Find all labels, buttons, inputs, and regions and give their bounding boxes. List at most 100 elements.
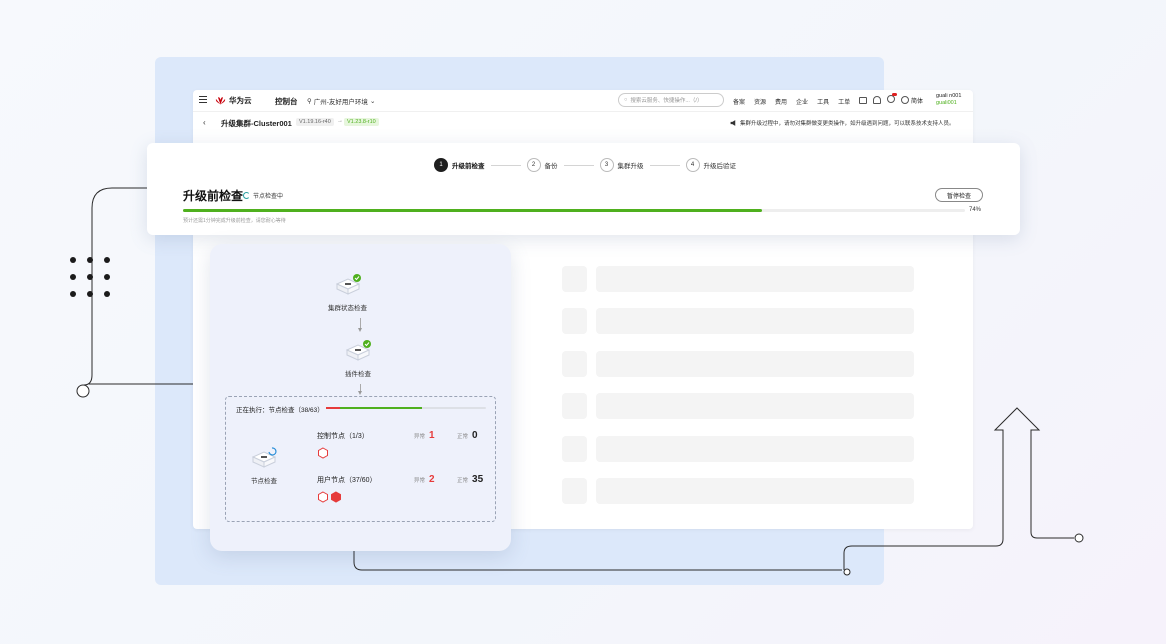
speaker-icon xyxy=(730,120,736,126)
stat-value: 1 xyxy=(429,430,435,441)
search-icon: ○ xyxy=(624,97,628,103)
step-label: 升级后验证 xyxy=(703,163,737,170)
stat-label: 正常 xyxy=(457,434,469,440)
skeleton-icon xyxy=(562,436,587,462)
message-icon[interactable] xyxy=(859,96,867,104)
user-abnormal-stat: 异常 2 xyxy=(414,474,435,485)
node-check-ok-segment xyxy=(340,407,422,409)
huawei-logo-icon xyxy=(215,97,226,105)
language-selector[interactable]: 简体 xyxy=(901,96,923,105)
hamburger-menu-icon[interactable] xyxy=(199,96,207,104)
flow-connector xyxy=(360,384,361,392)
stat-label: 正常 xyxy=(457,478,469,484)
user-name: guali n001 xyxy=(936,93,962,99)
progress-hint: 预计还需1分钟完成升级前检查，请您耐心等待 xyxy=(183,218,286,224)
skeleton-icon xyxy=(562,393,587,419)
skeleton-icon xyxy=(562,351,587,377)
decor-dot xyxy=(87,257,93,263)
step-backup[interactable]: 2 备份 xyxy=(526,158,558,172)
decor-dot xyxy=(87,274,93,280)
progress-bar xyxy=(183,209,965,212)
notification-bell-icon[interactable] xyxy=(873,96,881,104)
stat-label: 异常 xyxy=(414,478,426,484)
flow-arrow-icon xyxy=(358,328,362,332)
user-account[interactable]: guali n001 guali001 xyxy=(936,93,961,107)
target-version-tag: V1.23.8-r10 xyxy=(344,118,379,126)
user-node-title: 用户节点（37/60） xyxy=(317,477,377,484)
upgrade-notice: 集群升级过程中，请勿对集群做变更类操作，如升级遇到问题，可以联系技术支持人员。 xyxy=(730,119,955,127)
stat-value: 35 xyxy=(472,474,484,485)
executing-label: 正在执行：节点检查（38/63） xyxy=(236,407,324,414)
node-check-error-segment xyxy=(326,407,340,409)
decor-dot xyxy=(104,257,110,263)
sync-icon xyxy=(243,192,250,199)
user-sub-account: guali001 xyxy=(936,100,957,106)
nav-link-tools[interactable]: 工具 xyxy=(817,100,830,106)
step-post-verify[interactable]: 4 升级后验证 xyxy=(685,158,737,172)
help-icon-wrap[interactable] xyxy=(887,93,897,105)
step-connector xyxy=(649,164,680,166)
decor-dot xyxy=(87,291,93,297)
chevron-down-icon: ⌄ xyxy=(369,98,376,105)
server-check-icon xyxy=(335,274,361,295)
nav-link-billing[interactable]: 费用 xyxy=(775,100,788,106)
skeleton-bar xyxy=(596,393,914,419)
top-navigation: 华为云 控制台 ⚲ 广州-友好用户环境 ⌄ ○ 搜索云服务、快捷操作...（/）… xyxy=(193,90,973,112)
nav-link-enterprise[interactable]: 企业 xyxy=(796,100,809,106)
skeleton-bar xyxy=(596,436,914,462)
step-label: 备份 xyxy=(544,163,558,170)
nav-link-resources[interactable]: 资源 xyxy=(754,100,767,106)
step-cluster-upgrade[interactable]: 3 集群升级 xyxy=(599,158,644,172)
nav-link-filing[interactable]: 备案 xyxy=(733,100,746,106)
server-check-icon xyxy=(345,340,371,361)
abnormal-node-icon[interactable] xyxy=(330,491,342,503)
decor-dot xyxy=(70,291,76,297)
skeleton-bar xyxy=(596,266,914,292)
language-label: 简体 xyxy=(911,98,924,105)
page-title: 升级集群-Cluster001 xyxy=(221,119,292,128)
region-label: 广州-友好用户环境 xyxy=(313,99,368,106)
upgrade-progress-card: 1 升级前检查 2 备份 3 集群升级 4 升级后验证 升级前检查 节点检查中 … xyxy=(147,143,1020,235)
search-placeholder: 搜索云服务、快捷操作...（/） xyxy=(630,98,703,104)
step-precheck[interactable]: 1 升级前检查 xyxy=(434,158,485,172)
skeleton-icon xyxy=(562,308,587,334)
abnormal-node-icon[interactable] xyxy=(317,447,329,459)
flow-connector xyxy=(360,318,361,328)
decor-dot xyxy=(104,291,110,297)
control-normal-stat: 正常 0 xyxy=(457,430,478,441)
check-flow-card: 集群状态检查 插件检查 正在执行：节点检查（38/63） xyxy=(210,244,511,551)
header-icons: 简体 xyxy=(859,93,923,105)
progress-title: 升级前检查 xyxy=(183,189,244,203)
step-number: 3 xyxy=(599,158,614,172)
stat-value: 2 xyxy=(429,474,435,485)
node-check-panel: 正在执行：节点检查（38/63） 节点检查 控制节点（1/3） 异常 1 正常 … xyxy=(225,396,496,522)
node-check-progress xyxy=(326,407,486,409)
header-links: 备案 资源 费用 企业 工具 工单 xyxy=(733,97,850,106)
cluster-status-node: 集群状态检查 xyxy=(328,274,367,312)
pause-check-button[interactable]: 暂停检查 xyxy=(935,188,983,202)
skeleton-icon xyxy=(562,266,587,292)
region-selector[interactable]: ⚲ 广州-友好用户环境 ⌄ xyxy=(307,96,375,106)
back-arrow-icon[interactable]: ‹ xyxy=(203,118,206,127)
location-pin-icon: ⚲ xyxy=(307,98,312,105)
skeleton-bar xyxy=(596,351,914,377)
globe-icon xyxy=(901,96,909,104)
user-normal-stat: 正常 35 xyxy=(457,474,483,485)
current-version-tag: V1.19.16-r40 xyxy=(296,118,334,126)
version-arrow-icon: → xyxy=(337,118,343,124)
huawei-cloud-logo[interactable]: 华为云 xyxy=(215,95,252,106)
flow-arrow-icon xyxy=(358,391,362,395)
server-loading-icon xyxy=(251,447,277,468)
control-node-title: 控制节点（1/3） xyxy=(317,433,369,440)
step-label: 升级前检查 xyxy=(452,163,485,170)
nav-link-tickets[interactable]: 工单 xyxy=(838,100,851,106)
node-check-node: 节点检查 xyxy=(250,447,278,485)
stat-label: 异常 xyxy=(414,434,426,440)
skeleton-icon xyxy=(562,478,587,504)
abnormal-node-icon[interactable] xyxy=(317,491,329,503)
node-label: 集群状态检查 xyxy=(328,305,367,312)
status-text: 节点检查中 xyxy=(253,194,284,200)
console-link[interactable]: 控制台 xyxy=(275,97,298,106)
step-label: 集群升级 xyxy=(617,163,644,170)
search-input[interactable]: ○ 搜索云服务、快捷操作...（/） xyxy=(618,93,724,107)
